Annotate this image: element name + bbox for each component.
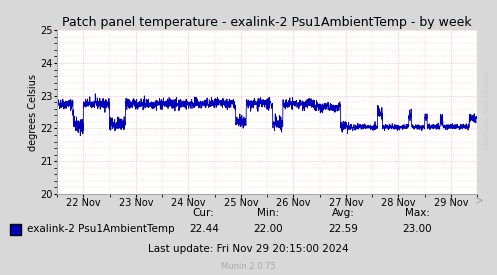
Text: 22.59: 22.59 <box>328 224 358 234</box>
Text: exalink-2 Psu1AmbientTemp: exalink-2 Psu1AmbientTemp <box>27 224 174 234</box>
Text: 22.44: 22.44 <box>189 224 219 234</box>
Text: Last update: Fri Nov 29 20:15:00 2024: Last update: Fri Nov 29 20:15:00 2024 <box>148 244 349 254</box>
Text: Avg:: Avg: <box>331 208 354 218</box>
Text: 23.00: 23.00 <box>403 224 432 234</box>
Y-axis label: degrees Celsius: degrees Celsius <box>28 73 38 151</box>
Text: Cur:: Cur: <box>193 208 215 218</box>
Text: Munin 2.0.75: Munin 2.0.75 <box>221 262 276 271</box>
Text: Min:: Min: <box>257 208 279 218</box>
Title: Patch panel temperature - exalink-2 Psu1AmbientTemp - by week: Patch panel temperature - exalink-2 Psu1… <box>62 16 472 29</box>
Text: 22.00: 22.00 <box>253 224 283 234</box>
Text: RRDTOOL/ TOBI OETIKER: RRDTOOL/ TOBI OETIKER <box>485 71 490 149</box>
Text: Max:: Max: <box>405 208 430 218</box>
